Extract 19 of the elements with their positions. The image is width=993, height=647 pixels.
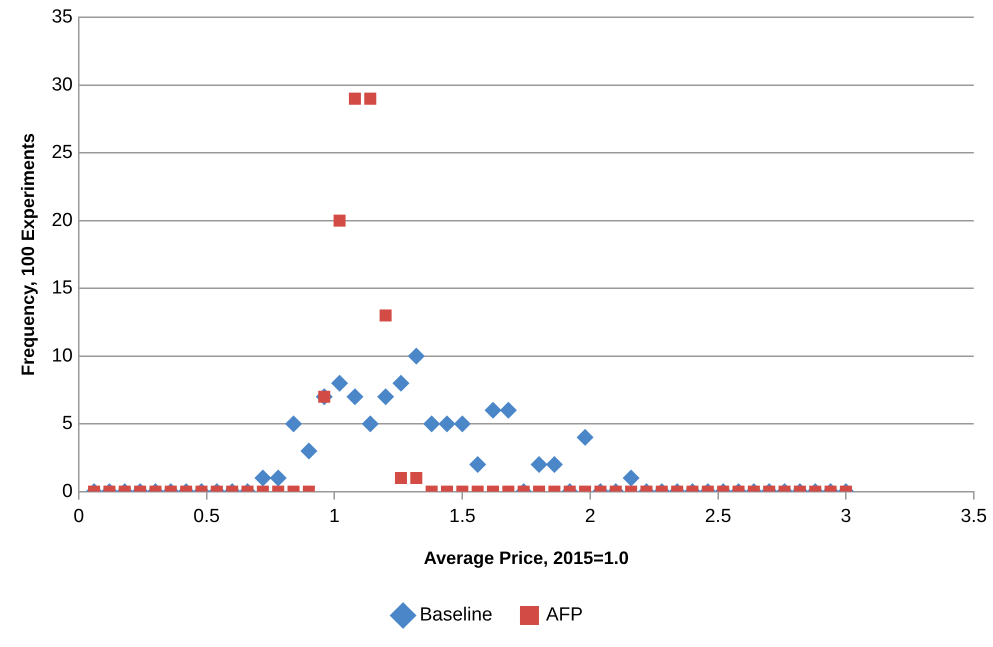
x-tick-label: 2 bbox=[584, 506, 596, 528]
x-tick-label: 0.5 bbox=[193, 506, 220, 528]
y-tick-label: 5 bbox=[62, 413, 73, 434]
y-tick-label: 15 bbox=[52, 278, 73, 299]
x-tick-label: 3 bbox=[840, 506, 852, 528]
y-tick-label: 25 bbox=[52, 142, 73, 164]
y-tick-label: 10 bbox=[52, 345, 73, 366]
legend-label: Baseline bbox=[420, 604, 492, 626]
y-tick-label: 20 bbox=[52, 210, 73, 231]
x-tick-label: 3.5 bbox=[960, 506, 988, 528]
y-tick-label: 30 bbox=[52, 74, 73, 96]
x-tick-label: 1.5 bbox=[449, 506, 476, 528]
y-axis-title: Frequency, 100 Experiments bbox=[18, 133, 38, 376]
x-tick-label: 2.5 bbox=[704, 506, 732, 528]
x-tick-label: 1 bbox=[329, 506, 340, 528]
legend-label: AFP bbox=[546, 604, 583, 626]
x-axis-title: Average Price, 2015=1.0 bbox=[424, 548, 629, 568]
y-tick-label: 0 bbox=[62, 480, 73, 502]
y-tick-label: 35 bbox=[52, 6, 73, 28]
